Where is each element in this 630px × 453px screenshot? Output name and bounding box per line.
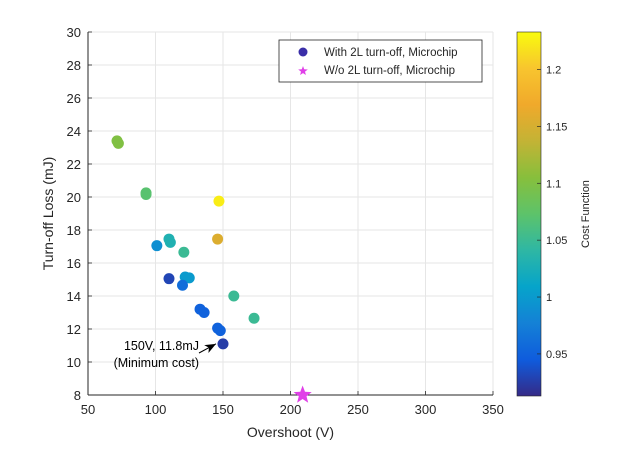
y-tick-label: 30 (67, 25, 81, 40)
legend-marker-circle (298, 47, 308, 57)
data-point (183, 272, 195, 284)
y-tick-label: 10 (67, 355, 81, 370)
y-tick-label: 20 (67, 190, 81, 205)
data-point (164, 236, 176, 248)
x-tick-label: 100 (145, 402, 167, 417)
x-tick-label: 300 (415, 402, 437, 417)
data-point (151, 240, 163, 252)
y-tick-label: 16 (67, 256, 81, 271)
data-point (112, 137, 124, 149)
colorbar-tick-label: 1.2 (546, 65, 561, 77)
y-tick-labels: 8 10 12 14 16 18 20 22 24 26 28 30 (67, 25, 81, 403)
data-point-star (293, 385, 312, 403)
y-tick-label: 28 (67, 58, 81, 73)
annotation-line-1: 150V, 11.8mJ (124, 339, 199, 353)
legend-label-without-2l: W/o 2L turn-off, Microchip (324, 65, 455, 77)
y-tick-label: 18 (67, 223, 81, 238)
colorbar: 0.95 1 1.05 1.1 1.15 1.2 Cost Function (516, 31, 592, 397)
annotation-line-2: (Minimum cost) (114, 356, 199, 370)
colorbar-tick-label: 1.15 (546, 121, 567, 133)
data-point (163, 273, 175, 285)
y-tick-label: 24 (67, 124, 81, 139)
x-tick-labels: 50 100 150 200 250 300 350 (81, 402, 504, 417)
data-point (140, 189, 152, 201)
x-tick-label: 150 (212, 402, 234, 417)
legend-box (278, 39, 483, 83)
grid-lines (88, 31, 494, 395)
legend-marker-star (298, 66, 308, 75)
colorbar-tick-label: 1.05 (546, 235, 567, 247)
axes (87, 31, 494, 396)
annotation: 150V, 11.8mJ (Minimum cost) (114, 339, 217, 370)
x-tick-label: 350 (482, 402, 504, 417)
y-tick-label: 22 (67, 157, 81, 172)
data-point (214, 325, 226, 337)
data-point (228, 290, 240, 302)
legend-label-with-2l: With 2L turn-off, Microchip (324, 47, 458, 59)
colorbar-gradient (516, 31, 542, 397)
y-tick-label: 8 (74, 388, 81, 403)
colorbar-ticks: 0.95 1 1.05 1.1 1.15 1.2 (537, 65, 567, 361)
colorbar-tick-label: 1 (546, 292, 552, 304)
y-tick-label: 26 (67, 91, 81, 106)
annotation-arrow-head (204, 343, 216, 354)
colorbar-tick-label: 0.95 (546, 349, 567, 361)
colorbar-tick-label: 1.1 (546, 178, 561, 190)
data-point (212, 233, 224, 245)
data-point (217, 338, 229, 350)
y-tick-label: 12 (67, 322, 81, 337)
y-axis-label: Turn-off Loss (mJ) (40, 157, 56, 271)
legend: With 2L turn-off, Microchip W/o 2L turn-… (278, 39, 483, 83)
colorbar-label: Cost Function (580, 180, 592, 248)
data-point (198, 307, 210, 318)
y-tick-label: 14 (67, 289, 81, 304)
data-points (111, 135, 312, 403)
x-tick-label: 250 (347, 402, 369, 417)
x-tick-label: 200 (280, 402, 302, 417)
data-point (178, 246, 190, 258)
x-tick-label: 50 (81, 402, 95, 417)
data-point (213, 195, 225, 207)
x-axis-label: Overshoot (V) (247, 424, 334, 440)
data-point (248, 312, 260, 324)
data-point (177, 279, 188, 291)
